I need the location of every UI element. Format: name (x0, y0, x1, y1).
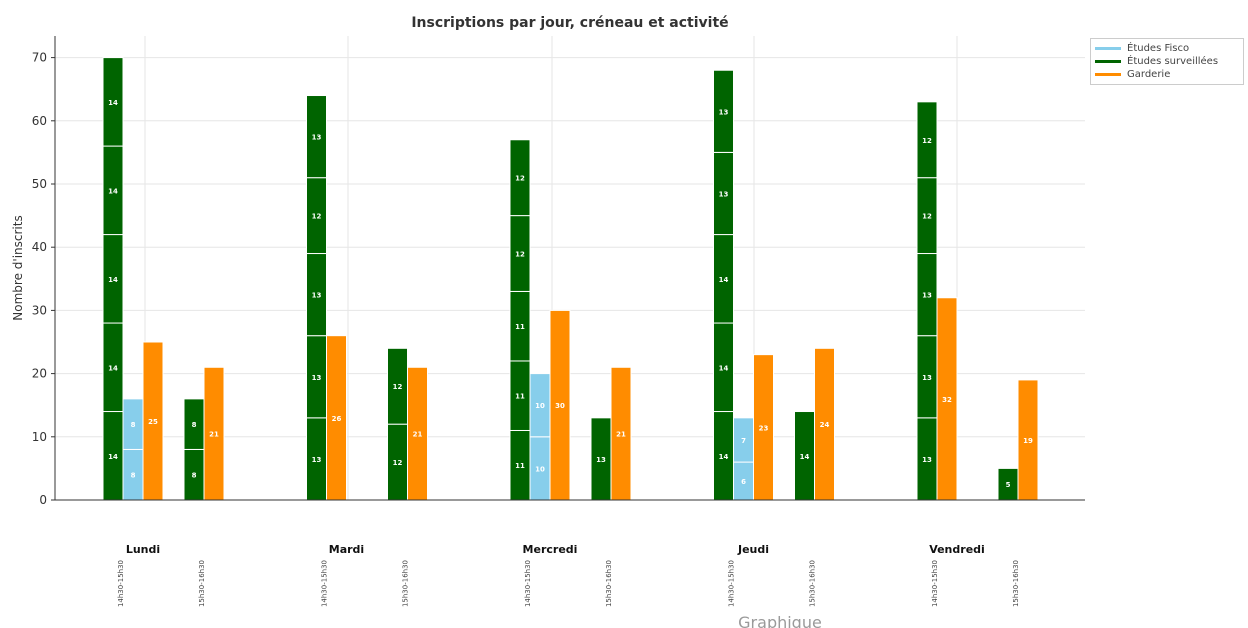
bar-value-label: 7 (741, 437, 746, 445)
bar-value-label: 12 (515, 251, 525, 259)
slot-label: 14h30-15h30 (117, 560, 125, 607)
legend-swatch-etudes-surveillees (1095, 60, 1121, 63)
bar-value-label: 8 (192, 421, 197, 429)
y-axis-label: Nombre d'inscrits (11, 215, 25, 320)
bar-value-label: 14 (108, 276, 118, 284)
slot-label: 15h30-16h30 (605, 560, 613, 607)
grid-lines (55, 36, 1085, 500)
day-label-lundi: Lundi (126, 543, 160, 556)
y-tick-label: 0 (39, 493, 47, 507)
legend-item-etudes-fisco: Études Fisco (1095, 42, 1239, 55)
slot-label: 14h30-15h30 (728, 560, 736, 607)
bar-value-label: 12 (312, 213, 322, 221)
bar-value-label: 14 (108, 364, 118, 372)
bar-value-label: 13 (596, 456, 606, 464)
legend-swatch-garderie (1095, 73, 1121, 76)
day-label-jeudi: Jeudi (737, 543, 769, 556)
bar-value-label: 8 (131, 472, 136, 480)
bar-value-label: 30 (555, 402, 565, 410)
bar-value-label: 12 (922, 137, 932, 145)
bar-value-label: 13 (922, 374, 932, 382)
bar-value-label: 6 (741, 478, 746, 486)
legend-item-garderie: Garderie (1095, 68, 1239, 81)
bar-value-label: 14 (800, 453, 810, 461)
y-tick-label: 50 (32, 177, 47, 191)
slot-label: 14h30-15h30 (931, 560, 939, 607)
bar-value-label: 14 (108, 453, 118, 461)
bar-value-label: 13 (719, 190, 729, 198)
bar-value-label: 21 (616, 431, 626, 439)
bar-value-label: 23 (759, 424, 769, 432)
legend-swatch-etudes-fisco (1095, 47, 1121, 50)
bar-value-label: 13 (312, 456, 322, 464)
slot-label: 15h30-16h30 (1012, 560, 1020, 607)
bar-value-label: 14 (719, 276, 729, 284)
bar-value-label: 14 (719, 453, 729, 461)
legend-label-etudes-surveillees: Études surveillées (1127, 56, 1219, 67)
bar-value-label: 13 (922, 292, 932, 300)
slot-label: 15h30-16h30 (198, 560, 206, 607)
bar-value-label: 10 (535, 402, 545, 410)
legend-label-etudes-fisco: Études Fisco (1127, 43, 1190, 54)
bar-value-label: 11 (515, 462, 525, 470)
bar-value-label: 13 (922, 456, 932, 464)
bar-value-label: 19 (1023, 437, 1033, 445)
bar-segment-etudes-surveillees (509, 139, 531, 217)
bar-value-label: 8 (131, 421, 136, 429)
bar-value-label: 25 (148, 418, 158, 426)
slot-label: 14h30-15h30 (321, 560, 329, 607)
footer-text: Graphique (738, 613, 822, 628)
day-label-vendredi: Vendredi (929, 543, 985, 556)
bar-value-label: 24 (820, 421, 830, 429)
y-tick-label: 20 (32, 367, 47, 381)
day-label-mardi: Mardi (329, 543, 364, 556)
bar-value-label: 21 (209, 431, 219, 439)
slot-label: 15h30-16h30 (809, 560, 817, 607)
slot-label: 15h30-16h30 (402, 560, 410, 607)
y-tick-label: 30 (32, 303, 47, 317)
bar-value-label: 14 (719, 364, 729, 372)
bar-value-label: 13 (312, 292, 322, 300)
bar-value-label: 14 (108, 187, 118, 195)
bar-segment-etudes-surveillees (916, 101, 938, 179)
legend-label-garderie: Garderie (1127, 69, 1171, 80)
bar-value-label: 12 (393, 459, 403, 467)
bar-value-label: 12 (922, 213, 932, 221)
bar-value-label: 11 (515, 323, 525, 331)
chart-title: Inscriptions par jour, créneau et activi… (411, 15, 728, 31)
bar-value-label: 5 (1006, 481, 1011, 489)
axes: 0 10 20 30 40 50 60 70 (32, 36, 1085, 507)
bar-value-label: 12 (393, 383, 403, 391)
y-tick-label: 70 (32, 51, 47, 65)
day-label-mercredi: Mercredi (523, 543, 578, 556)
y-tick-label: 10 (32, 430, 47, 444)
legend-item-etudes-surveillees: Études surveillées (1095, 55, 1239, 68)
y-tick-label: 40 (32, 240, 47, 254)
bar-value-label: 8 (192, 472, 197, 480)
bar-segment-etudes-surveillees (306, 95, 327, 179)
bar-value-label: 14 (108, 99, 118, 107)
legend: Études Fisco Études surveillées Garderie (1090, 38, 1244, 85)
bars: 14 14 14 14 14 8 8 25 8 8 21 13 13 13 12 13 26 12 12 21 11 11… (102, 57, 1039, 501)
slot-label: 14h30-15h30 (524, 560, 532, 607)
bar-value-label: 11 (515, 393, 525, 401)
bar-value-label: 26 (332, 415, 342, 423)
bar-segment-etudes-surveillees (102, 57, 124, 147)
y-tick-label: 60 (32, 114, 47, 128)
bar-value-label: 32 (942, 396, 952, 404)
bar-value-label: 21 (413, 431, 423, 439)
bar-segment-etudes-surveillees (713, 69, 734, 153)
bar-value-label: 10 (535, 465, 545, 473)
bar-value-label: 13 (719, 108, 729, 116)
bar-value-label: 13 (312, 134, 322, 142)
bar-value-label: 12 (515, 175, 525, 183)
bar-value-label: 13 (312, 374, 322, 382)
